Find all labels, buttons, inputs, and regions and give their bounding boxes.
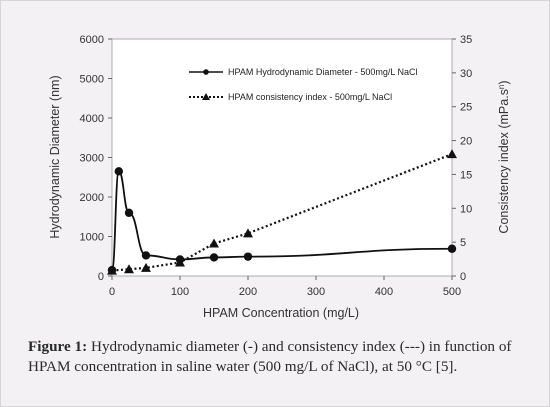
point-consistency — [447, 149, 457, 159]
plot-area — [111, 38, 453, 277]
point-consistency — [175, 257, 185, 267]
y-tick-label: 3000 — [80, 153, 104, 165]
y2-tick-label: 10 — [460, 203, 472, 215]
y2-axis-label: Consistency index (mPa.sn) — [497, 80, 511, 233]
x-tick-label: 200 — [239, 286, 257, 298]
x-tick-label: 300 — [307, 286, 325, 298]
y2-tick-label: 0 — [460, 271, 466, 283]
x-tick-label: 500 — [443, 286, 461, 298]
y2-tick-label: 20 — [460, 136, 472, 148]
x-tick-label: 0 — [109, 286, 115, 298]
point-diameter — [243, 252, 253, 261]
point-diameter — [124, 208, 134, 217]
y2-tick-label: 5 — [460, 237, 466, 249]
x-tick-label: 400 — [375, 286, 393, 298]
y-tick-label: 6000 — [80, 34, 104, 46]
x-axis-label: HPAM Concentration (mg/L) — [203, 306, 359, 320]
y-tick-label: 1000 — [80, 232, 104, 244]
y-axis-label: Hydrodynamic Diameter (nm) — [48, 75, 62, 238]
y2-tick-label: 15 — [460, 169, 472, 181]
x-tick-label: 100 — [171, 286, 189, 298]
point-diameter — [114, 167, 124, 176]
point-diameter — [447, 244, 457, 253]
caption-label: Figure 1: — [28, 338, 88, 355]
y-tick-label: 0 — [98, 271, 104, 283]
point-consistency — [107, 265, 117, 275]
caption-text: Hydrodynamic diameter (-) and consistenc… — [28, 338, 512, 375]
y-tick-label: 2000 — [80, 192, 104, 204]
point-consistency — [243, 228, 253, 238]
legend-label-consistency: HPAM consistency index - 500mg/L NaCl — [228, 92, 392, 102]
y2-tick-label: 35 — [460, 34, 472, 46]
point-consistency — [124, 264, 134, 274]
figure-caption: Figure 1: Hydrodynamic diameter (-) and … — [28, 337, 528, 377]
point-consistency — [209, 238, 219, 248]
legend: HPAM Hydrodynamic Diameter - 500mg/L NaC… — [189, 67, 418, 102]
point-diameter — [209, 253, 219, 262]
legend-label-diameter: HPAM Hydrodynamic Diameter - 500mg/L NaC… — [228, 67, 418, 77]
y-tick-label: 4000 — [80, 113, 104, 125]
point-diameter — [141, 251, 151, 260]
point-consistency — [141, 262, 151, 272]
y2-tick-label: 30 — [460, 68, 472, 80]
y2-tick-label: 25 — [460, 102, 472, 114]
y-tick-label: 5000 — [80, 74, 104, 86]
